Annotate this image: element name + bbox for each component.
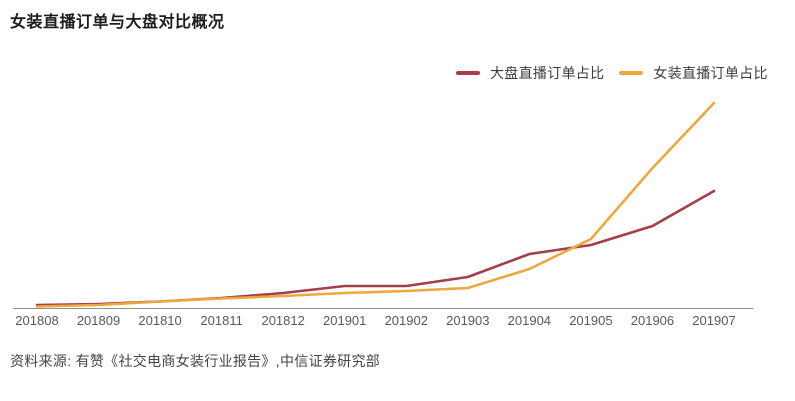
page-title: 女装直播订单与大盘对比概况 xyxy=(10,14,225,31)
x-tick-label: 201907 xyxy=(692,313,736,328)
x-axis: 201808 201809 201810 201811 201812 201901 2019… xyxy=(0,313,795,329)
legend-item-womens-live-orders: 女装直播订单占比 xyxy=(619,63,768,83)
red-line-swatch-icon xyxy=(456,71,480,75)
source-note: 资料来源: 有赞《社交电商女装行业报告》,中信证券研究部 xyxy=(10,353,381,369)
legend-label: 女装直播订单占比 xyxy=(653,65,768,81)
x-tick-label: 201811 xyxy=(200,313,243,328)
series-line-1 xyxy=(35,101,716,308)
legend: 大盘直播订单占比 女装直播订单占比 xyxy=(456,64,768,82)
x-tick-label: 201901 xyxy=(323,313,367,328)
line-chart xyxy=(13,101,753,309)
x-tick-label: 201903 xyxy=(446,313,490,328)
series-line-0 xyxy=(35,189,716,307)
orange-line-swatch-icon xyxy=(619,71,644,75)
x-tick-label: 201808 xyxy=(15,313,59,328)
x-tick-label: 201906 xyxy=(630,313,675,328)
x-tick-label: 201810 xyxy=(138,313,182,328)
x-tick-label: 201812 xyxy=(261,313,305,328)
x-tick-label: 201905 xyxy=(569,313,613,328)
x-tick-label: 201902 xyxy=(384,313,428,328)
x-tick-label: 201809 xyxy=(76,313,121,328)
legend-label: 大盘直播订单占比 xyxy=(490,65,605,81)
x-tick-label: 201904 xyxy=(507,313,552,328)
legend-item-overall-live-orders: 大盘直播订单占比 xyxy=(456,63,604,83)
